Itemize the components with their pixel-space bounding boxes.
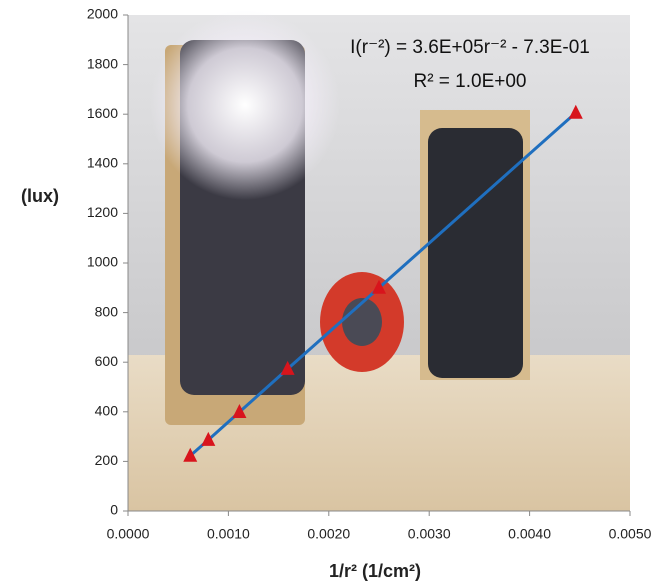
y-tick-label: 800 bbox=[95, 303, 119, 319]
x-tick-label: 0.0040 bbox=[508, 526, 551, 542]
equation: I(r⁻²) = 3.6E+05r⁻² - 7.3E-01 bbox=[350, 37, 590, 58]
data-point bbox=[183, 447, 198, 462]
x-tick-label: 0.0020 bbox=[307, 526, 350, 542]
y-tick-label: 600 bbox=[95, 353, 119, 369]
data-point bbox=[568, 104, 583, 119]
x-tick-label: 0.0030 bbox=[408, 526, 451, 542]
x-tick-label: 0.0000 bbox=[107, 526, 150, 542]
y-axis-title: (lux) bbox=[21, 186, 59, 206]
y-tick-label: 1600 bbox=[87, 105, 118, 121]
data-point bbox=[201, 431, 216, 446]
y-tick-label: 2000 bbox=[87, 6, 118, 22]
x-tick-label: 0.0010 bbox=[207, 526, 250, 542]
x-axis-title: 1/r² (1/cm²) bbox=[329, 561, 421, 581]
y-tick-label: 400 bbox=[95, 403, 119, 419]
y-tick-label: 1200 bbox=[87, 204, 118, 220]
x-tick-label: 0.0050 bbox=[609, 526, 652, 542]
y-tick-label: 1400 bbox=[87, 155, 118, 171]
data-point bbox=[232, 404, 247, 419]
data-point bbox=[280, 360, 295, 375]
background-photo bbox=[128, 10, 630, 511]
y-tick-label: 0 bbox=[110, 502, 118, 518]
y-tick-label: 1000 bbox=[87, 254, 118, 270]
data-point bbox=[372, 279, 386, 294]
r-squared: R² = 1.0E+00 bbox=[413, 71, 526, 92]
y-tick-label: 200 bbox=[95, 452, 119, 468]
y-tick-label: 1800 bbox=[87, 55, 118, 71]
